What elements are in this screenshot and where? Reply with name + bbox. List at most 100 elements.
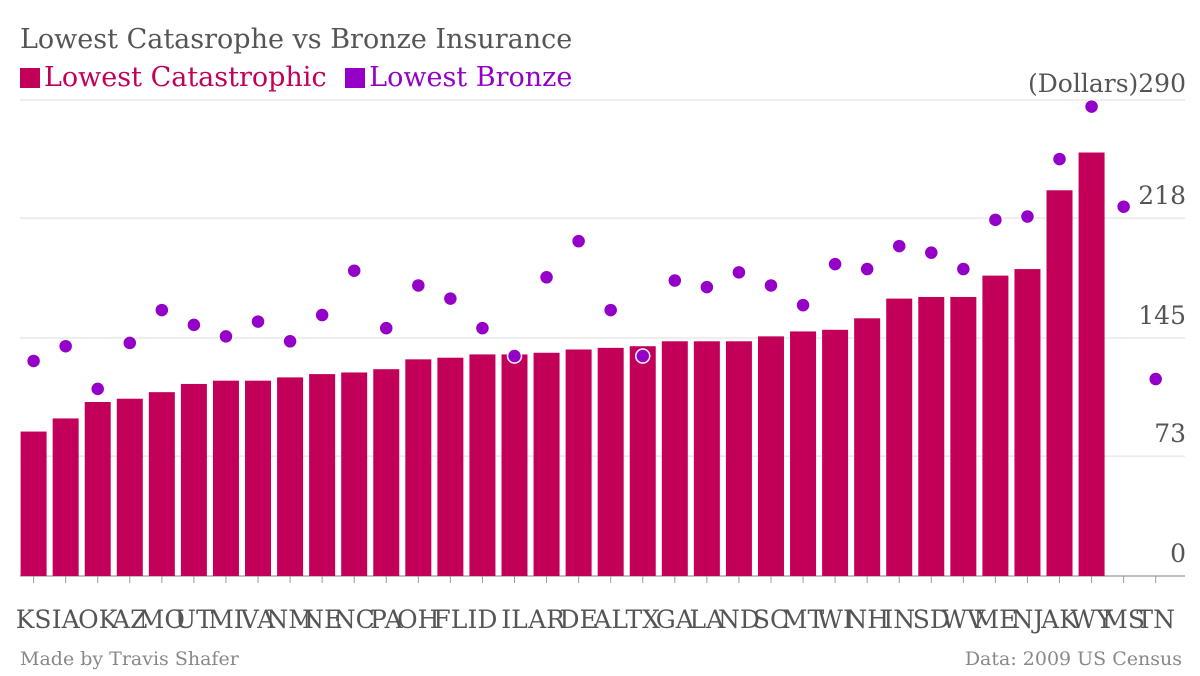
y-tick-label: 0 [1170, 539, 1186, 568]
bar-catastrophic [597, 347, 624, 576]
x-tick-label: TN [1136, 605, 1175, 634]
point-bronze [955, 261, 972, 277]
bar-catastrophic [757, 336, 784, 576]
bar-catastrophic [405, 359, 432, 576]
footer-credit: Made by Travis Shafer [20, 648, 239, 670]
footer-source: Data: 2009 US Census [964, 648, 1182, 670]
x-tick-label: WI [817, 605, 853, 634]
bar-catastrophic [693, 341, 720, 576]
bar-catastrophic [982, 275, 1009, 576]
bar-catastrophic [116, 398, 143, 576]
point-bronze [314, 307, 330, 323]
point-bronze [987, 212, 1004, 228]
x-tick-label: MI [208, 605, 243, 634]
x-tick-label: PA [370, 605, 404, 634]
y-axis-ticks: 0 73 145 218 (Dollars)290 [1028, 69, 1186, 568]
bar-catastrophic [20, 431, 47, 576]
x-tick-label: MO [139, 605, 185, 634]
x-tick-label: MS [1102, 605, 1145, 634]
x-tick-label: NH [845, 605, 889, 634]
y-tick-label: 73 [1154, 419, 1186, 448]
bar-catastrophic [1078, 152, 1105, 576]
bar-catastrophic [180, 383, 207, 576]
x-tick-label: OK [78, 605, 118, 634]
x-tick-label: IL [501, 605, 527, 634]
point-bronze [1083, 98, 1100, 115]
x-tick-label: IN [883, 605, 915, 634]
bar-catastrophic [277, 377, 304, 576]
x-tick-label: NC [334, 605, 375, 634]
x-tick-label: NE [302, 605, 342, 634]
point-bronze [186, 317, 202, 333]
bar-catastrophic [918, 296, 945, 576]
point-bronze [570, 233, 587, 249]
point-bronze [154, 302, 170, 318]
chart-title: Lowest Catasrophe vs Bronze Insurance [20, 24, 573, 55]
bar-catastrophic [148, 392, 175, 576]
point-bronze [25, 353, 42, 369]
point-bronze [474, 320, 491, 336]
point-bronze [1051, 151, 1068, 167]
legend-label-bronze: Lowest Bronze [369, 62, 573, 93]
bar-catastrophic [822, 329, 849, 576]
x-tick-label: AK [1040, 605, 1079, 634]
x-tick-label: VA [240, 605, 276, 634]
bronze-points [25, 98, 1164, 397]
bar-catastrophic [245, 380, 272, 576]
x-tick-label: NJ [1012, 605, 1044, 634]
x-tick-label: ID [467, 605, 497, 634]
x-tick-label: UT [175, 605, 213, 634]
y-tick-label: 218 [1138, 181, 1186, 210]
point-bronze [282, 333, 298, 350]
point-bronze [89, 381, 106, 397]
x-tick-label: AR [527, 605, 566, 634]
x-tick-label: WY [1070, 605, 1113, 634]
bar-catastrophic [854, 318, 881, 576]
x-tick-label: ND [718, 605, 760, 634]
point-bronze [923, 244, 940, 261]
point-bronze [57, 338, 74, 354]
x-tick-label: DE [559, 605, 597, 634]
bar-catastrophic [501, 354, 528, 576]
x-tick-label: OH [397, 605, 439, 634]
bar-catastrophic [790, 331, 817, 576]
point-bronze [538, 269, 555, 286]
point-bronze [634, 348, 651, 364]
bar-catastrophic [1014, 269, 1041, 576]
bar-catastrophic [1046, 190, 1073, 576]
bar-catastrophic [309, 374, 336, 576]
catastrophic-bars [20, 152, 1105, 576]
x-tick-label: SC [753, 605, 789, 634]
point-bronze [1019, 208, 1036, 225]
x-tick-label: KS [16, 605, 52, 634]
point-bronze [859, 261, 875, 277]
bar-catastrophic [341, 372, 368, 576]
x-tick-label: FL [433, 605, 467, 634]
bar-catastrophic [950, 296, 977, 576]
point-bronze [1147, 371, 1164, 387]
x-tick-label: GA [656, 605, 695, 634]
legend-swatch-catastrophic [20, 67, 40, 88]
bar-catastrophic [886, 298, 913, 576]
x-tick-label: LA [690, 605, 726, 634]
point-bronze [891, 238, 907, 254]
point-bronze [442, 290, 459, 307]
point-bronze [378, 320, 395, 336]
point-bronze [250, 313, 266, 330]
x-tick-label: AZ [111, 605, 147, 634]
x-tick-label: MT [782, 605, 825, 634]
point-bronze [346, 262, 362, 279]
point-bronze [1115, 198, 1132, 215]
point-bronze [122, 335, 138, 351]
x-tick-label: IA [52, 605, 81, 634]
point-bronze [763, 277, 779, 294]
point-bronze [602, 302, 619, 318]
x-tick-label: SD [913, 605, 950, 634]
bar-catastrophic [629, 346, 656, 576]
point-bronze [827, 256, 843, 272]
legend-item-bronze: Lowest Bronze [345, 62, 572, 93]
legend-label-catastrophic: Lowest Catastrophic [44, 62, 327, 93]
x-tick-label: TX [625, 605, 660, 634]
